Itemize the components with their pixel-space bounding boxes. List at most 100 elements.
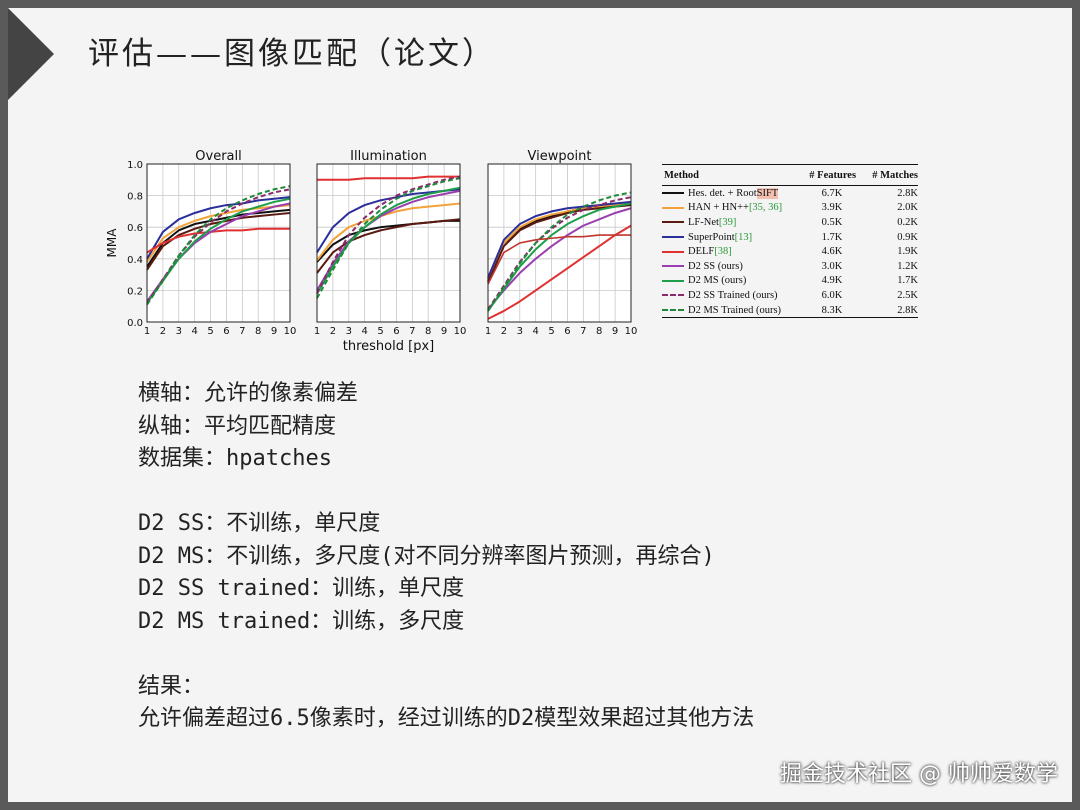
x-tick-label: 1 [144, 326, 150, 337]
chart-area: Overall 1 2 3 4 5 6 7 8 9 10 0.0 0.2 0.4 0.6 0.8 1.0 Illu… [100, 140, 660, 360]
legend-method-highlight: SIFT [756, 187, 779, 199]
legend-swatch [662, 206, 684, 209]
legend-swatch [662, 192, 684, 195]
legend-swatch [662, 250, 684, 253]
legend-matches: 1.7K [897, 275, 918, 287]
x-tick-label: 10 [625, 326, 638, 337]
legend-method: D2 SS Trained (ours) [662, 290, 802, 301]
legend-method-name: D2 MS Trained (ours) [688, 304, 782, 316]
x-tick-label: 7 [580, 326, 586, 337]
legend-method-name: DELF [688, 246, 715, 258]
x-tick-label: 5 [207, 326, 213, 337]
x-tick-label: 10 [454, 326, 467, 337]
series-line-delf_upper [487, 234, 631, 285]
header-features: # Features [809, 169, 857, 181]
x-tick-label: 5 [377, 326, 383, 337]
legend-features: 0.5K [821, 216, 843, 228]
series-line-superpoint [487, 200, 632, 279]
note-line: 纵轴：平均匹配精度 [138, 413, 337, 439]
x-tick-label: 1 [314, 326, 320, 337]
note-line [138, 476, 754, 509]
x-tick-label: 2 [501, 326, 507, 337]
series-line-d2msT [487, 191, 632, 312]
legend-features: 8.3K [821, 304, 843, 316]
watermark: 掘金技术社区 @ 帅帅爱数学 [780, 762, 1058, 787]
series-line-delf [487, 224, 632, 320]
legend-swatch [662, 265, 684, 268]
plot-background [317, 164, 460, 322]
x-tick-label: 7 [239, 326, 245, 337]
notes: 横轴：允许的像素偏差 纵轴：平均匹配精度 数据集：hpatches D2 SS：不训练… [138, 378, 754, 736]
note-line: D2 SS：不训练，单尺度 [138, 511, 381, 536]
x-tick-label: 9 [441, 326, 447, 337]
x-tick-label: 8 [255, 326, 261, 337]
x-tick-label: 10 [284, 326, 297, 337]
legend-method-ref: [35, 36] [748, 202, 783, 214]
x-tick-label: 3 [346, 326, 352, 337]
x-tick-label: 5 [548, 326, 554, 337]
legend-method-name: D2 SS Trained (ours) [688, 289, 778, 301]
legend-matches: 1.9K [897, 246, 918, 258]
series-line-d2msT [316, 177, 461, 299]
legend-method-name: HAN + HN++ [688, 202, 749, 214]
legend-row-hes: Hes. det. + Root SIFT 6.7K 2.8K [662, 186, 918, 201]
legend-row-d2msT: D2 MS Trained (ours) 8.3K 2.8K [662, 303, 918, 318]
legend-matches: 1.2K [897, 260, 918, 272]
legend-matches: 2.8K [897, 304, 918, 316]
series-line-d2ms [487, 202, 632, 312]
x-tick-label: 4 [361, 326, 367, 337]
note-line: 横轴：允许的像素偏差 [138, 381, 359, 406]
legend-features: 1.7K [821, 231, 843, 243]
note-line [138, 638, 754, 671]
legend-method: D2 SS (ours) [662, 261, 802, 272]
y-tick-label: 0.2 [127, 286, 143, 297]
corner-triangle [8, 8, 54, 100]
legend-swatch [662, 279, 684, 282]
series-line-d2msT [146, 185, 291, 306]
legend-method-name: Hes. det. + Root [688, 187, 757, 199]
y-tick-label: 0.6 [127, 223, 143, 234]
legend-method-name: SuperPoint [688, 231, 735, 243]
x-tick-label: 9 [612, 326, 618, 337]
series-line-delf [146, 227, 290, 254]
legend-method: HAN + HN++ [35, 36] [662, 202, 802, 213]
legend-matches: 0.2K [897, 216, 918, 228]
series-line-han [316, 202, 461, 261]
plot-background [147, 164, 290, 322]
legend-swatch [662, 294, 684, 297]
series-line-d2ss [316, 189, 461, 291]
panel-title: Viewpoint [527, 149, 591, 164]
x-tick-label: 3 [517, 326, 523, 337]
y-tick-label: 0.4 [127, 255, 143, 266]
series-line-d2ss [487, 207, 632, 311]
note-line: D2 SS trained：训练，单尺度 [138, 576, 465, 601]
slide [8, 8, 1072, 802]
legend-method: D2 MS (ours) [662, 275, 802, 286]
x-tick-label: 6 [564, 326, 570, 337]
legend-features: 6.0K [821, 289, 843, 301]
series-line-delf [317, 175, 460, 181]
series-line-superpoint [146, 196, 291, 260]
legend-row-han: HAN + HN++ [35, 36] 3.9K 2.0K [662, 201, 918, 216]
legend-method: Hes. det. + Root SIFT [662, 187, 802, 199]
x-tick-label: 2 [160, 326, 166, 337]
panel-title: Illumination [350, 149, 427, 164]
x-axis-label: threshold [px] [343, 339, 434, 354]
series-line-hes [146, 208, 291, 268]
note-line: 允许偏差超过6.5像素时，经过训练的D2模型效果超过其他方法 [138, 706, 755, 731]
note-line: D2 MS trained：训练，多尺度 [138, 608, 465, 634]
series-line-han [487, 200, 632, 280]
legend-features: 3.9K [821, 202, 843, 214]
legend-method-ref: [39] [718, 216, 737, 228]
legend-matches: 2.5K [897, 289, 918, 301]
x-tick-label: 1 [485, 326, 491, 337]
x-tick-label: 8 [425, 326, 431, 337]
y-axis-label: MMA [105, 228, 119, 258]
legend-features: 4.6K [821, 246, 843, 258]
note-line: 结果： [138, 673, 205, 699]
x-tick-label: 9 [271, 326, 277, 337]
legend-method: D2 MS Trained (ours) [662, 305, 802, 316]
legend-matches: 0.9K [897, 231, 918, 243]
legend-matches: 2.8K [897, 187, 918, 199]
